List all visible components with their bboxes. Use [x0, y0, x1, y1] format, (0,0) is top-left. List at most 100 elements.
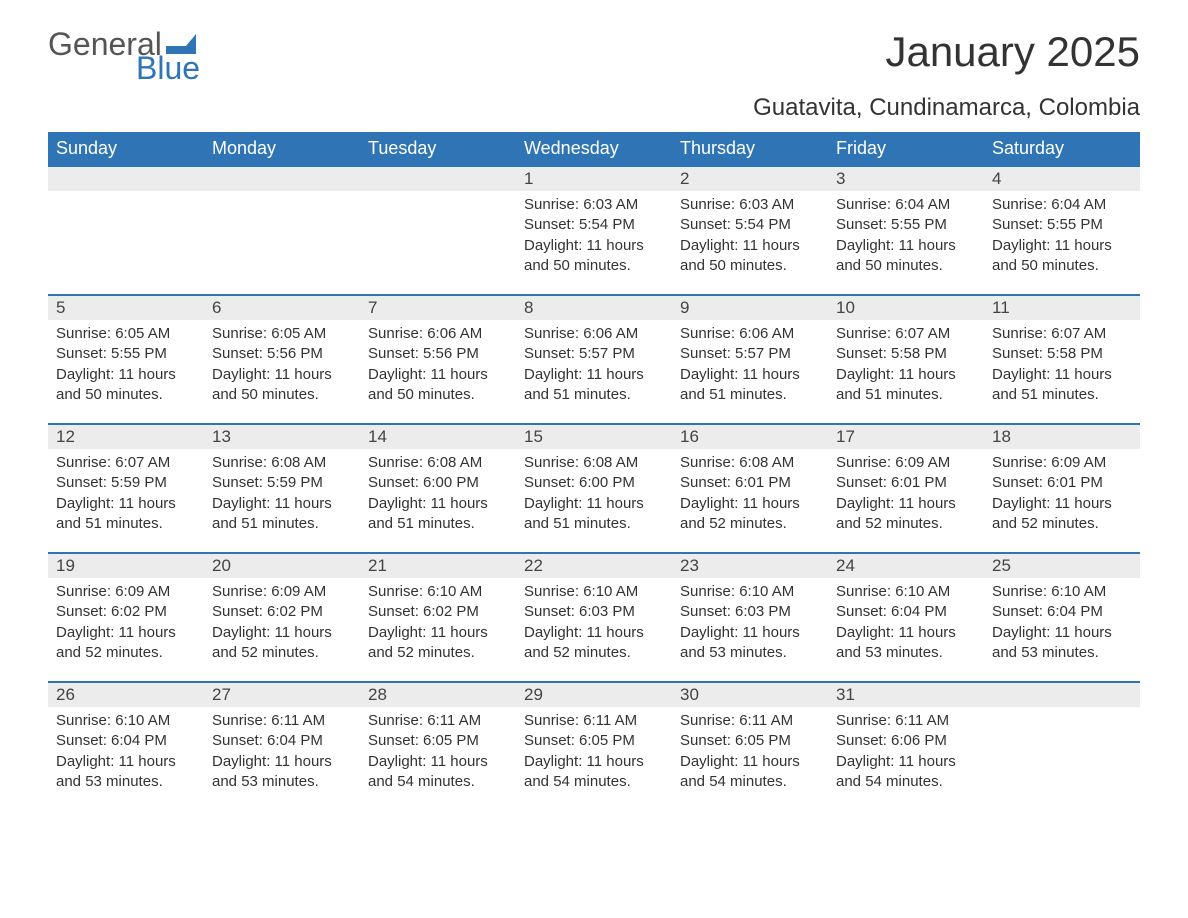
day-number-cell: 28	[360, 682, 516, 707]
day-content-cell: Sunrise: 6:04 AMSunset: 5:55 PMDaylight:…	[984, 191, 1140, 295]
day-content-cell: Sunrise: 6:08 AMSunset: 6:01 PMDaylight:…	[672, 449, 828, 553]
daylight-text: Daylight: 11 hours and 51 minutes.	[212, 494, 352, 535]
day-content-cell: Sunrise: 6:07 AMSunset: 5:58 PMDaylight:…	[984, 320, 1140, 424]
sunset-text: Sunset: 6:03 PM	[680, 602, 820, 622]
day-number-cell	[48, 166, 204, 191]
sunset-text: Sunset: 5:59 PM	[212, 473, 352, 493]
daylight-text: Daylight: 11 hours and 54 minutes.	[524, 752, 664, 793]
day-number-cell: 7	[360, 295, 516, 320]
sunrise-text: Sunrise: 6:10 AM	[836, 582, 976, 602]
week-content-row: Sunrise: 6:05 AMSunset: 5:55 PMDaylight:…	[48, 320, 1140, 424]
day-number-cell: 26	[48, 682, 204, 707]
daylight-text: Daylight: 11 hours and 53 minutes.	[212, 752, 352, 793]
week-daynum-row: 567891011	[48, 295, 1140, 320]
day-content-cell: Sunrise: 6:06 AMSunset: 5:57 PMDaylight:…	[672, 320, 828, 424]
week-daynum-row: 1234	[48, 166, 1140, 191]
day-number-cell: 1	[516, 166, 672, 191]
sunset-text: Sunset: 6:04 PM	[992, 602, 1132, 622]
sunset-text: Sunset: 5:56 PM	[212, 344, 352, 364]
sunrise-text: Sunrise: 6:07 AM	[836, 324, 976, 344]
month-title: January 2025	[753, 28, 1140, 76]
col-header: Monday	[204, 132, 360, 166]
day-content-cell: Sunrise: 6:11 AMSunset: 6:06 PMDaylight:…	[828, 707, 984, 810]
day-content-cell	[360, 191, 516, 295]
calendar-table: Sunday Monday Tuesday Wednesday Thursday…	[48, 132, 1140, 810]
day-number-cell: 25	[984, 553, 1140, 578]
daylight-text: Daylight: 11 hours and 51 minutes.	[524, 365, 664, 406]
daylight-text: Daylight: 11 hours and 51 minutes.	[56, 494, 196, 535]
day-content-cell	[204, 191, 360, 295]
sunrise-text: Sunrise: 6:04 AM	[836, 195, 976, 215]
day-number-cell: 19	[48, 553, 204, 578]
sunset-text: Sunset: 5:55 PM	[56, 344, 196, 364]
daylight-text: Daylight: 11 hours and 52 minutes.	[212, 623, 352, 664]
day-number-cell: 8	[516, 295, 672, 320]
day-content-cell: Sunrise: 6:08 AMSunset: 6:00 PMDaylight:…	[516, 449, 672, 553]
daylight-text: Daylight: 11 hours and 52 minutes.	[992, 494, 1132, 535]
daylight-text: Daylight: 11 hours and 54 minutes.	[680, 752, 820, 793]
sunrise-text: Sunrise: 6:10 AM	[524, 582, 664, 602]
sunrise-text: Sunrise: 6:08 AM	[680, 453, 820, 473]
daylight-text: Daylight: 11 hours and 54 minutes.	[836, 752, 976, 793]
day-number-cell: 6	[204, 295, 360, 320]
sunset-text: Sunset: 5:54 PM	[680, 215, 820, 235]
day-number-cell	[984, 682, 1140, 707]
sunset-text: Sunset: 5:59 PM	[56, 473, 196, 493]
sunrise-text: Sunrise: 6:05 AM	[56, 324, 196, 344]
day-number-cell: 3	[828, 166, 984, 191]
sunrise-text: Sunrise: 6:04 AM	[992, 195, 1132, 215]
sunset-text: Sunset: 6:05 PM	[368, 731, 508, 751]
col-header: Saturday	[984, 132, 1140, 166]
calendar-page: General Blue January 2025 Guatavita, Cun…	[0, 0, 1188, 850]
sunrise-text: Sunrise: 6:03 AM	[524, 195, 664, 215]
sunrise-text: Sunrise: 6:08 AM	[212, 453, 352, 473]
sunrise-text: Sunrise: 6:10 AM	[992, 582, 1132, 602]
day-content-cell: Sunrise: 6:05 AMSunset: 5:56 PMDaylight:…	[204, 320, 360, 424]
day-content-cell: Sunrise: 6:11 AMSunset: 6:04 PMDaylight:…	[204, 707, 360, 810]
sunrise-text: Sunrise: 6:09 AM	[992, 453, 1132, 473]
sunrise-text: Sunrise: 6:11 AM	[212, 711, 352, 731]
daylight-text: Daylight: 11 hours and 51 minutes.	[992, 365, 1132, 406]
day-content-cell: Sunrise: 6:03 AMSunset: 5:54 PMDaylight:…	[516, 191, 672, 295]
week-content-row: Sunrise: 6:09 AMSunset: 6:02 PMDaylight:…	[48, 578, 1140, 682]
day-content-cell: Sunrise: 6:10 AMSunset: 6:02 PMDaylight:…	[360, 578, 516, 682]
day-number-cell	[360, 166, 516, 191]
sunset-text: Sunset: 6:02 PM	[56, 602, 196, 622]
sunrise-text: Sunrise: 6:11 AM	[680, 711, 820, 731]
day-content-cell: Sunrise: 6:09 AMSunset: 6:02 PMDaylight:…	[48, 578, 204, 682]
daylight-text: Daylight: 11 hours and 53 minutes.	[992, 623, 1132, 664]
col-header: Wednesday	[516, 132, 672, 166]
day-number-cell: 16	[672, 424, 828, 449]
day-number-cell: 23	[672, 553, 828, 578]
daylight-text: Daylight: 11 hours and 50 minutes.	[992, 236, 1132, 277]
sunset-text: Sunset: 5:57 PM	[524, 344, 664, 364]
col-header: Friday	[828, 132, 984, 166]
daylight-text: Daylight: 11 hours and 50 minutes.	[680, 236, 820, 277]
week-content-row: Sunrise: 6:07 AMSunset: 5:59 PMDaylight:…	[48, 449, 1140, 553]
day-content-cell: Sunrise: 6:08 AMSunset: 6:00 PMDaylight:…	[360, 449, 516, 553]
day-number-cell: 11	[984, 295, 1140, 320]
sunset-text: Sunset: 6:04 PM	[836, 602, 976, 622]
day-number-cell: 14	[360, 424, 516, 449]
sunrise-text: Sunrise: 6:09 AM	[836, 453, 976, 473]
day-content-cell: Sunrise: 6:09 AMSunset: 6:02 PMDaylight:…	[204, 578, 360, 682]
col-header: Tuesday	[360, 132, 516, 166]
day-number-cell: 22	[516, 553, 672, 578]
sunset-text: Sunset: 6:05 PM	[680, 731, 820, 751]
daylight-text: Daylight: 11 hours and 50 minutes.	[212, 365, 352, 406]
calendar-body: 1234Sunrise: 6:03 AMSunset: 5:54 PMDayli…	[48, 166, 1140, 810]
sunrise-text: Sunrise: 6:05 AM	[212, 324, 352, 344]
sunrise-text: Sunrise: 6:10 AM	[56, 711, 196, 731]
sunset-text: Sunset: 6:03 PM	[524, 602, 664, 622]
daylight-text: Daylight: 11 hours and 53 minutes.	[836, 623, 976, 664]
day-content-cell: Sunrise: 6:10 AMSunset: 6:03 PMDaylight:…	[672, 578, 828, 682]
sunrise-text: Sunrise: 6:07 AM	[56, 453, 196, 473]
daylight-text: Daylight: 11 hours and 50 minutes.	[368, 365, 508, 406]
week-daynum-row: 19202122232425	[48, 553, 1140, 578]
sunset-text: Sunset: 6:04 PM	[56, 731, 196, 751]
sunrise-text: Sunrise: 6:11 AM	[836, 711, 976, 731]
day-content-cell: Sunrise: 6:03 AMSunset: 5:54 PMDaylight:…	[672, 191, 828, 295]
sunset-text: Sunset: 6:04 PM	[212, 731, 352, 751]
day-number-cell: 10	[828, 295, 984, 320]
week-daynum-row: 12131415161718	[48, 424, 1140, 449]
